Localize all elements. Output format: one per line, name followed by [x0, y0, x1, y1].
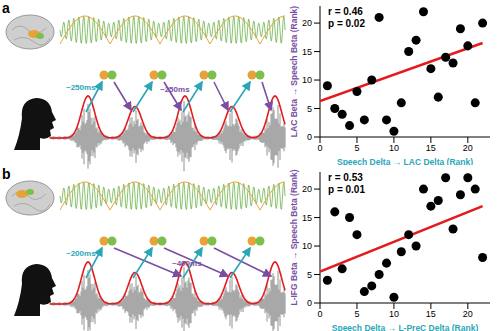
- svg-text:15: 15: [302, 47, 312, 57]
- svg-text:0: 0: [307, 132, 312, 142]
- html-text:p = 0.02: p = 0.02: [328, 18, 365, 29]
- svg-text:20: 20: [463, 309, 473, 319]
- svg-text:15: 15: [426, 143, 436, 153]
- svg-text:20: 20: [302, 184, 312, 194]
- html-text:p = 0.01: p = 0.01: [328, 184, 365, 195]
- svg-text:a: a: [8, 0, 10, 16]
- svg-text:15: 15: [426, 309, 436, 319]
- html-text:r = 0.46: r = 0.46: [328, 6, 363, 17]
- svg-text:20: 20: [302, 18, 312, 28]
- svg-text:~400ms: ~400ms: [172, 259, 202, 268]
- svg-text:0: 0: [317, 309, 322, 319]
- svg-text:20: 20: [463, 143, 473, 153]
- svg-text:~250ms: ~250ms: [160, 85, 190, 94]
- svg-text:10: 10: [389, 143, 399, 153]
- svg-text:15: 15: [302, 213, 312, 223]
- svg-text:L-IFG Beta → Speech Beta (Rank: L-IFG Beta → Speech Beta (Rank): [289, 169, 299, 305]
- svg-text:10: 10: [302, 241, 312, 251]
- svg-text:5: 5: [307, 104, 312, 114]
- svg-text:~200ms: ~200ms: [66, 249, 96, 258]
- html-text:r = 0.53: r = 0.53: [328, 172, 363, 183]
- svg-text:10: 10: [302, 75, 312, 85]
- svg-text:5: 5: [354, 143, 359, 153]
- svg-text:b: b: [8, 166, 11, 182]
- svg-text:LAC Beta → Speech Beta (Rank): LAC Beta → Speech Beta (Rank): [289, 6, 299, 137]
- svg-text:5: 5: [354, 309, 359, 319]
- svg-text:10: 10: [389, 309, 399, 319]
- svg-text:0: 0: [317, 143, 322, 153]
- svg-text:5: 5: [307, 270, 312, 280]
- svg-text:Speech Delta → LAC Delta (Rank: Speech Delta → LAC Delta (Rank): [337, 157, 473, 165]
- svg-text:~250ms: ~250ms: [66, 83, 96, 92]
- svg-text:Speech Delta → L-PreC Delta (R: Speech Delta → L-PreC Delta (Rank): [332, 323, 479, 331]
- svg-text:0: 0: [307, 298, 312, 308]
